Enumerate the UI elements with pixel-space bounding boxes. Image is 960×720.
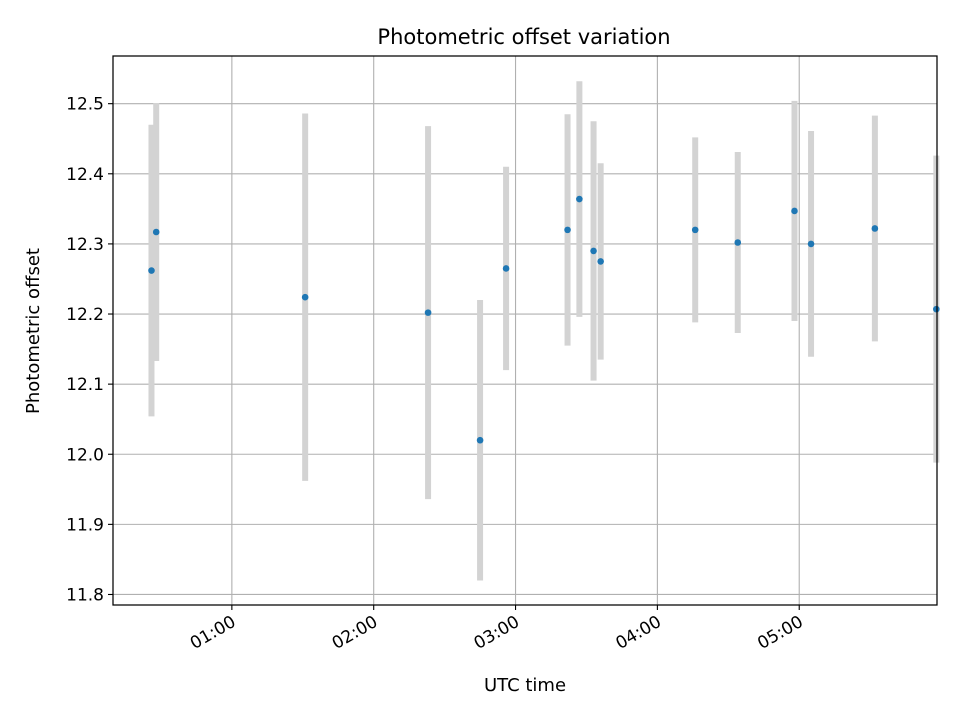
data-point xyxy=(502,265,510,272)
data-point xyxy=(933,305,940,313)
y-tick-label: 12.4 xyxy=(66,165,104,185)
plot-frame xyxy=(112,55,938,606)
y-tick-label: 12.1 xyxy=(66,375,104,395)
data-point xyxy=(152,228,160,236)
x-tick-label: 05:00 xyxy=(754,612,806,654)
x-tick-label: 03:00 xyxy=(471,612,523,654)
errorbar-layer xyxy=(148,81,940,581)
y-tick-layer: 11.8 11.9 12.0 12.1 12.2 12.3 12.4 12.5 xyxy=(66,95,113,605)
y-tick-label: 12.2 xyxy=(66,305,104,325)
data-point xyxy=(301,293,309,301)
data-point xyxy=(691,226,699,234)
x-tick-label: 04:00 xyxy=(612,612,664,654)
y-axis-label: Photometric offset xyxy=(23,248,44,414)
y-tick-label: 12.0 xyxy=(66,445,104,465)
data-point xyxy=(148,267,155,274)
data-point xyxy=(590,247,597,255)
y-tick-label: 12.5 xyxy=(66,95,104,115)
y-tick-label: 12.3 xyxy=(66,235,104,255)
grid-layer xyxy=(113,56,937,605)
chart-title: Photometric offset variation xyxy=(377,25,670,49)
data-point xyxy=(424,309,432,316)
data-point xyxy=(476,436,484,444)
data-point xyxy=(791,207,798,215)
y-tick-label: 11.9 xyxy=(66,515,104,535)
data-point xyxy=(734,239,742,246)
point-layer xyxy=(148,195,940,444)
data-point xyxy=(807,240,815,248)
y-tick-label: 11.8 xyxy=(66,585,104,605)
data-point xyxy=(871,225,879,232)
x-tick-label: 02:00 xyxy=(329,612,381,654)
x-tick-label: 01:00 xyxy=(187,612,239,654)
data-point xyxy=(564,226,571,234)
x-axis-label: UTC time xyxy=(484,675,566,696)
x-tick-layer: 01:00 02:00 03:00 04:00 05:00 xyxy=(187,605,807,654)
data-point xyxy=(576,195,583,203)
data-point xyxy=(597,258,604,265)
